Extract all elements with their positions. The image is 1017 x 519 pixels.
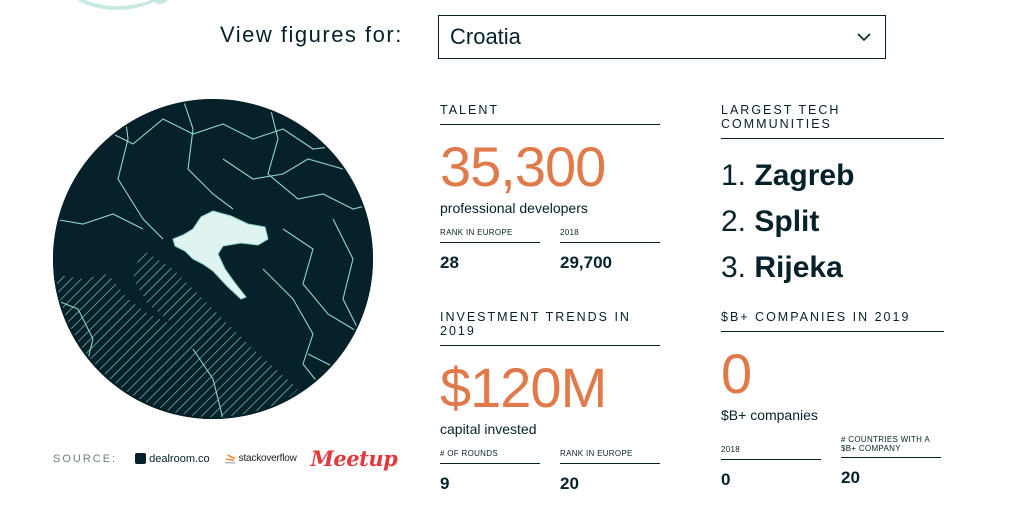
investment-heading: INVESTMENT TRENDS IN 2019 — [440, 310, 660, 346]
talent-2018-stat: 2018 29,700 — [560, 228, 660, 273]
decorative-arc-tail — [150, 0, 170, 4]
talent-rank-stat: RANK IN EUROPE 28 — [440, 228, 540, 273]
communities-heading: LARGEST TECH COMMUNITIES — [721, 103, 944, 139]
investment-rank-stat: RANK IN EUROPE 20 — [560, 449, 660, 494]
source-bar: SOURCE: dealroom.co stackoverflow Meetup — [53, 446, 398, 471]
talent-heading: TALENT — [440, 103, 660, 125]
source-label: SOURCE: — [53, 452, 118, 465]
filter-label: View figures for: — [220, 22, 403, 47]
investment-caption: capital invested — [440, 421, 537, 437]
chevron-down-icon — [857, 33, 871, 42]
country-select-value: Croatia — [450, 24, 521, 49]
highlight-region — [172, 210, 269, 300]
companies-section: $B+ COMPANIES IN 2019 0 $B+ companies 20… — [721, 310, 944, 490]
companies-countries-stat: # COUNTRIES WITH A $B+ COMPANY 20 — [841, 435, 941, 490]
country-select[interactable]: Croatia — [438, 15, 886, 59]
talent-caption: professional developers — [440, 200, 588, 216]
community-item: 1. Zagreb — [721, 159, 855, 192]
communities-section: LARGEST TECH COMMUNITIES 1. Zagreb 2. Sp… — [721, 103, 944, 291]
dealroom-icon — [135, 453, 147, 464]
companies-caption: $B+ companies — [721, 407, 818, 423]
meetup-logo: Meetup — [310, 446, 398, 471]
country-map — [53, 99, 373, 419]
community-item: 3. Rijeka — [721, 251, 843, 284]
talent-section: TALENT 35,300 professional developers RA… — [440, 103, 660, 273]
investment-rounds-stat: # OF ROUNDS 9 — [440, 449, 540, 494]
talent-value: 35,300 — [440, 135, 606, 198]
stackoverflow-logo: stackoverflow — [224, 452, 297, 466]
investment-section: INVESTMENT TRENDS IN 2019 $120M capital … — [440, 310, 660, 494]
community-item: 2. Split — [721, 205, 820, 238]
companies-value: 0 — [721, 342, 752, 405]
companies-2018-stat: 2018 0 — [721, 435, 821, 490]
stackoverflow-icon — [224, 453, 235, 463]
companies-heading: $B+ COMPANIES IN 2019 — [721, 310, 944, 332]
dealroom-logo: dealroom.co — [135, 453, 210, 465]
investment-value: $120M — [440, 356, 607, 419]
